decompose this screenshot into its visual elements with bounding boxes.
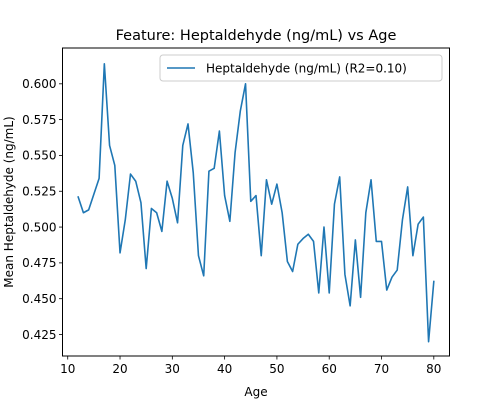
- x-tick-label: 70: [374, 362, 389, 376]
- y-axis: 0.425 0.450 0.475 0.500 0.525 0.550 0.575 0.600: [22, 77, 63, 342]
- chart-title: Feature: Heptaldehyde (ng/mL) vs Age: [116, 28, 397, 44]
- legend: Heptaldehyde (ng/mL) (R2=0.10): [159, 54, 443, 82]
- y-tick-label: 0.525: [22, 185, 56, 199]
- y-axis-label: Mean Heptaldehyde (ng/mL): [2, 116, 16, 287]
- x-axis-label: Age: [244, 385, 267, 399]
- x-tick-label: 30: [165, 362, 180, 376]
- y-tick-label: 0.600: [22, 77, 56, 91]
- x-tick-label: 20: [112, 362, 127, 376]
- y-tick-label: 0.475: [22, 256, 56, 270]
- x-tick-label: 60: [322, 362, 337, 376]
- plot-area-frame: [62, 47, 450, 357]
- legend-box: [159, 54, 443, 82]
- y-tick-label: 0.550: [22, 149, 56, 163]
- y-tick-label: 0.425: [22, 328, 56, 342]
- series-line-0: [77, 62, 435, 343]
- legend-entry-label: Heptaldehyde (ng/mL) (R2=0.10): [206, 62, 407, 76]
- x-tick-label: 40: [217, 362, 232, 376]
- y-tick-label: 0.575: [22, 113, 56, 127]
- x-tick-label: 50: [269, 362, 284, 376]
- x-axis: 10 20 30 40 50 60 70 80: [60, 356, 441, 376]
- series-layer: [77, 62, 435, 343]
- x-tick-label: 80: [426, 362, 441, 376]
- y-tick-label: 0.450: [22, 292, 56, 306]
- y-tick-label: 0.500: [22, 220, 56, 234]
- x-tick-label: 10: [60, 362, 75, 376]
